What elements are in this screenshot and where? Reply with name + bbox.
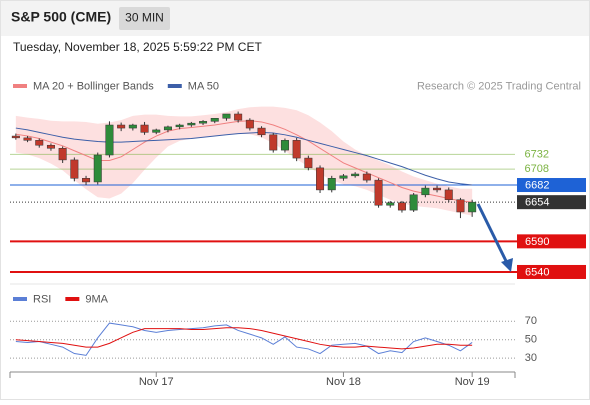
candle-body [199, 121, 208, 124]
series-line [15, 327, 473, 350]
candle-body [175, 124, 184, 128]
candle-body [280, 140, 289, 151]
y-tick-label: 50 [525, 334, 537, 346]
legend-label: MA 50 [188, 80, 219, 92]
x-tick-label: Nov 19 [455, 376, 490, 388]
y-tick-label: 70 [525, 315, 537, 327]
candle-body [23, 137, 32, 141]
legend-label: RSI [33, 293, 51, 305]
level-label: 6590 [525, 236, 549, 248]
candle-body [444, 189, 453, 200]
candle-body [187, 122, 196, 126]
candle-body [93, 154, 102, 183]
candle-body [304, 157, 313, 169]
candle-body [152, 129, 161, 133]
candle-body [456, 199, 465, 213]
candle-body [140, 124, 149, 133]
candle-body [362, 173, 371, 181]
candle-body [128, 124, 137, 129]
candle-body [327, 178, 336, 191]
candle-body [210, 118, 219, 122]
candle-body [46, 144, 55, 149]
legend-swatch [13, 84, 27, 88]
candle-body [11, 135, 20, 139]
candle-body [468, 201, 477, 213]
legend-label: 9MA [85, 293, 108, 305]
candle-body [409, 194, 418, 211]
candle-body [269, 134, 278, 151]
level-box [517, 195, 586, 210]
level-label: 6654 [525, 197, 549, 209]
ma50-line [15, 127, 473, 186]
candle-body [386, 202, 395, 206]
candle-body [105, 124, 114, 156]
level-label: 6732 [525, 148, 549, 160]
candle-body [339, 175, 348, 179]
legend-swatch [13, 297, 27, 301]
candle-body [351, 173, 360, 177]
bollinger-band [15, 106, 473, 216]
datetime: Tuesday, November 18, 2025 5:59:22 PM CE… [13, 40, 262, 54]
candle-body [35, 140, 44, 146]
candle-body [70, 159, 79, 179]
candle-body [234, 113, 243, 121]
candle-body [397, 202, 406, 211]
legend-label: MA 20 + Bollinger Bands [33, 80, 154, 92]
level-label: 6682 [525, 179, 549, 191]
interval-label[interactable]: 30 MIN [125, 11, 164, 25]
level-box [517, 178, 586, 193]
candle-body [292, 140, 301, 159]
candle-body [82, 178, 91, 183]
candle-body [316, 167, 325, 191]
candle-body [163, 126, 172, 131]
header-bar [1, 1, 589, 36]
x-tick-label: Nov 17 [139, 376, 174, 388]
candle-body [117, 124, 126, 129]
interval-button[interactable] [119, 7, 170, 30]
candle-body [58, 148, 67, 161]
level-box [517, 264, 586, 279]
candle-body [245, 119, 254, 129]
y-tick-label: 30 [525, 352, 537, 364]
credit: Research © 2025 Trading Central [417, 80, 581, 92]
candle-body [222, 113, 231, 119]
candle-body [433, 187, 442, 191]
level-label: 6708 [525, 163, 549, 175]
forecast-arrow [476, 203, 513, 272]
level-box [517, 234, 586, 249]
legend-swatch [65, 297, 80, 301]
title: S&P 500 (CME) [11, 9, 111, 25]
candle-body [374, 179, 383, 206]
candle-body [421, 187, 430, 196]
level-label: 6540 [525, 266, 549, 278]
legend-swatch [167, 84, 182, 88]
candle-body [257, 127, 266, 136]
x-tick-label: Nov 18 [326, 376, 361, 388]
ma20-line [15, 120, 473, 203]
